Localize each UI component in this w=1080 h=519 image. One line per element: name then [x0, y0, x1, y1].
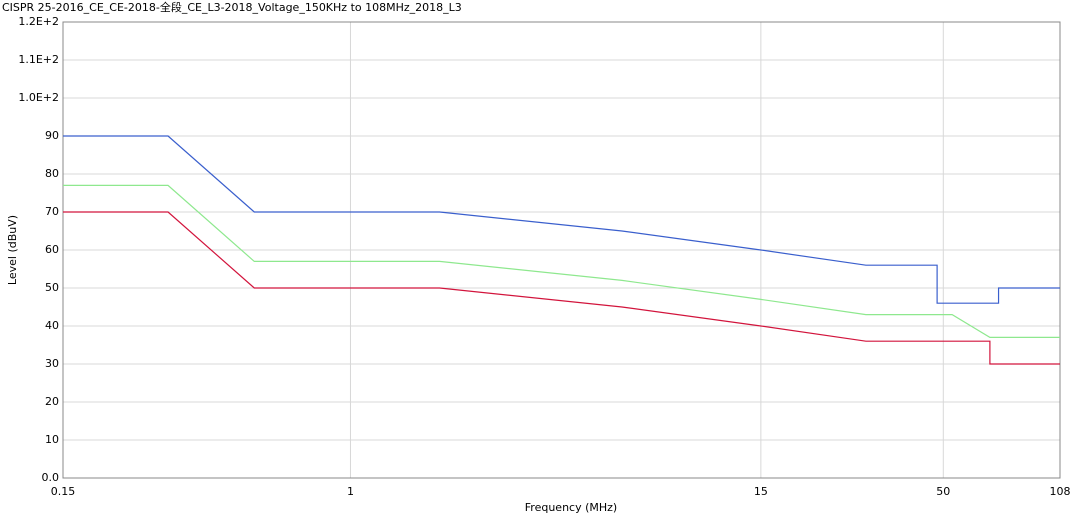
y-tick-label: 20	[45, 395, 59, 408]
plot-frame	[62, 21, 1061, 479]
series-line	[63, 211, 1060, 365]
x-tick-label: 108	[1050, 485, 1071, 498]
y-tick-label: 1.0E+2	[18, 91, 59, 104]
series-line	[63, 184, 1060, 338]
y-tick-label: 50	[45, 281, 59, 294]
x-tick-label: 15	[754, 485, 768, 498]
y-tick-label: 10	[45, 433, 59, 446]
y-axis-label: Level (dBuV)	[6, 215, 19, 285]
y-tick-label: 60	[45, 243, 59, 256]
y-tick-label: 1.2E+2	[18, 15, 59, 28]
x-tick-label: 0.15	[51, 485, 76, 498]
x-tick-label: 1	[347, 485, 354, 498]
y-tick-label: 1.1E+2	[18, 53, 59, 66]
y-tick-label: 90	[45, 129, 59, 142]
y-tick-label: 30	[45, 357, 59, 370]
series-line	[63, 135, 1060, 304]
y-tick-label: 80	[45, 167, 59, 180]
y-tick-label: 70	[45, 205, 59, 218]
chart-title: CISPR 25-2016_CE_CE-2018-全段_CE_L3-2018_V…	[2, 0, 462, 14]
y-tick-label: 0.0	[42, 471, 60, 484]
y-tick-label: 40	[45, 319, 59, 332]
x-tick-label: 50	[936, 485, 950, 498]
x-axis-label: Frequency (MHz)	[525, 501, 617, 514]
